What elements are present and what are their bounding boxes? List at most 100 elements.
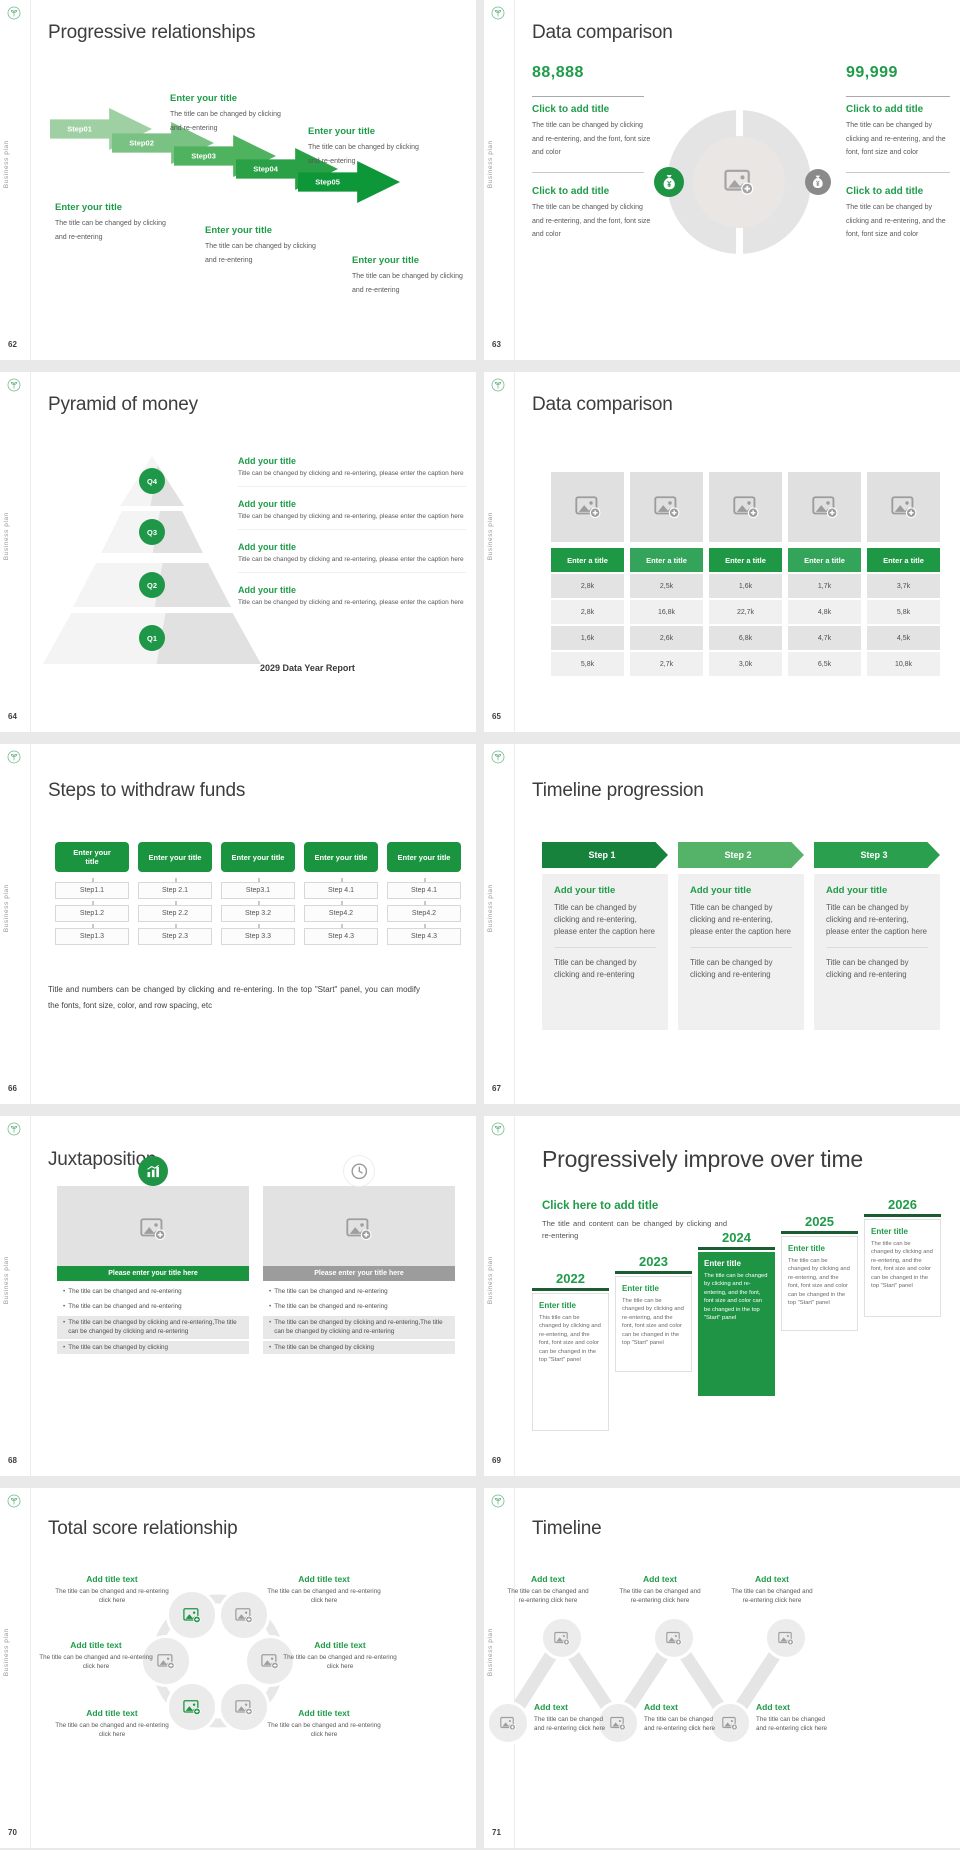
table-header-cell[interactable]: Enter a title	[709, 548, 782, 572]
slide-67[interactable]: Business plan 67 Timeline progression St…	[484, 744, 960, 1104]
placeholder-title[interactable]: Enter title	[788, 1244, 825, 1253]
image-placeholder[interactable]	[764, 1616, 808, 1660]
placeholder-title[interactable]: Add text	[644, 1702, 678, 1712]
image-placeholder[interactable]	[709, 472, 782, 542]
placeholder-title[interactable]: Click to add title	[846, 186, 924, 197]
step-cell[interactable]: Step 2.2	[138, 901, 212, 922]
step-cell[interactable]: Step3.1	[221, 878, 295, 899]
step-cell[interactable]: Step1.1	[55, 878, 129, 899]
table-cell[interactable]: 6,5k	[788, 652, 861, 676]
table-cell[interactable]: 3,0k	[709, 652, 782, 676]
placeholder-title[interactable]: Add title text	[298, 1574, 350, 1584]
placeholder-title[interactable]: Add your title	[826, 885, 888, 896]
slide-65[interactable]: Business plan 65 Data comparison Enter a…	[484, 372, 960, 732]
image-placeholder[interactable]	[540, 1616, 584, 1660]
placeholder-title[interactable]: Add your title	[554, 885, 616, 896]
placeholder-title[interactable]: Add title text	[86, 1574, 138, 1584]
slide-63[interactable]: Business plan 63 Data comparison 88,888 …	[484, 0, 960, 360]
table-cell[interactable]: 2,7k	[630, 652, 703, 676]
image-placeholder[interactable]	[788, 472, 861, 542]
placeholder-title[interactable]: Enter title	[871, 1227, 908, 1236]
step-cell[interactable]: Step1.3	[55, 924, 129, 945]
image-placeholder[interactable]	[867, 472, 940, 542]
step-cell[interactable]: Step 4.3	[387, 924, 461, 945]
image-placeholder[interactable]	[693, 136, 785, 228]
image-placeholder[interactable]	[630, 472, 703, 542]
table-header-cell[interactable]: Enter a title	[867, 548, 940, 572]
step-cell[interactable]: Step 3.3	[221, 924, 295, 945]
image-placeholder[interactable]	[166, 1589, 218, 1641]
column-header-button[interactable]: Enter your title	[304, 842, 378, 872]
column-header-button[interactable]: Enter your title	[138, 842, 212, 872]
table-cell[interactable]: 1,7k	[788, 574, 861, 598]
step-cell[interactable]: Step4.2	[304, 901, 378, 922]
image-placeholder[interactable]	[486, 1701, 530, 1745]
placeholder-title[interactable]: Add title text	[298, 1708, 350, 1718]
placeholder-title[interactable]: Add your title	[690, 885, 752, 896]
image-placeholder[interactable]	[551, 472, 624, 542]
image-placeholder[interactable]	[244, 1635, 296, 1687]
step-cell[interactable]: Step4.2	[387, 901, 461, 922]
placeholder-title[interactable]: Enter your title	[170, 93, 238, 104]
placeholder-title[interactable]: Add title text	[70, 1640, 122, 1650]
placeholder-title[interactable]: Enter title	[622, 1284, 659, 1293]
slide-68[interactable]: Business plan 68 Juxtaposition Please en…	[0, 1116, 476, 1476]
table-cell[interactable]: 16,8k	[630, 600, 703, 624]
column-header-button[interactable]: Enter your title	[387, 842, 461, 872]
table-cell[interactable]: 1,6k	[551, 626, 624, 650]
table-cell[interactable]: 2,5k	[630, 574, 703, 598]
table-header-cell[interactable]: Enter a title	[551, 548, 624, 572]
image-placeholder[interactable]	[652, 1616, 696, 1660]
table-cell[interactable]: 4,5k	[867, 626, 940, 650]
placeholder-title[interactable]: Add text	[755, 1574, 789, 1584]
table-cell[interactable]: 4,8k	[788, 600, 861, 624]
placeholder-title[interactable]: Add your title	[238, 542, 296, 552]
image-placeholder[interactable]	[708, 1701, 752, 1745]
table-cell[interactable]: 10,8k	[867, 652, 940, 676]
slide-66[interactable]: Business plan 66 Steps to withdraw funds…	[0, 744, 476, 1104]
table-cell[interactable]: 5,8k	[867, 600, 940, 624]
table-header-cell[interactable]: Enter a title	[630, 548, 703, 572]
step-cell[interactable]: Step 2.1	[138, 878, 212, 899]
table-cell[interactable]: 1,6k	[709, 574, 782, 598]
placeholder-title[interactable]: Add text	[643, 1574, 677, 1584]
placeholder-title[interactable]: Enter your title	[55, 202, 123, 213]
step-cell[interactable]: Step 4.1	[304, 878, 378, 899]
step-cell[interactable]: Step 3.2	[221, 901, 295, 922]
table-cell[interactable]: 2,8k	[551, 600, 624, 624]
placeholder-title[interactable]: Add your title	[238, 456, 296, 466]
column-header-button[interactable]: Enter your title	[221, 842, 295, 872]
placeholder-title[interactable]: Click to add title	[532, 104, 610, 115]
placeholder-title[interactable]: Enter title	[704, 1259, 741, 1268]
slide-62[interactable]: Business plan 62 Progressive relationshi…	[0, 0, 476, 360]
placeholder-title[interactable]: Add text	[531, 1574, 565, 1584]
table-cell[interactable]: 3,7k	[867, 574, 940, 598]
step-cell[interactable]: Step 4.1	[387, 878, 461, 899]
slide-64[interactable]: Business plan 64 Pyramid of money Q4 Q3 …	[0, 372, 476, 732]
step-cell[interactable]: Step 4.3	[304, 924, 378, 945]
placeholder-title[interactable]: Add title text	[86, 1708, 138, 1718]
image-placeholder[interactable]	[166, 1681, 218, 1733]
placeholder-title[interactable]: Enter your title	[352, 255, 420, 266]
placeholder-title[interactable]: Add text	[534, 1702, 568, 1712]
table-cell[interactable]: 2,6k	[630, 626, 703, 650]
placeholder-title[interactable]: Click to add title	[532, 186, 610, 197]
placeholder-title[interactable]: Add title text	[314, 1640, 366, 1650]
image-placeholder[interactable]	[263, 1186, 455, 1266]
image-placeholder[interactable]	[140, 1635, 192, 1687]
placeholder-title[interactable]: Click to add title	[846, 104, 924, 115]
placeholder-title[interactable]: Enter your title	[205, 225, 273, 236]
table-cell[interactable]: 22,7k	[709, 600, 782, 624]
slide-71[interactable]: Business plan 71 Timeline Add text The t…	[484, 1488, 960, 1848]
placeholder-title[interactable]: Add text	[756, 1702, 790, 1712]
placeholder-title[interactable]: Add your title	[238, 585, 296, 595]
slide-70[interactable]: Business plan 70 Total score relationshi…	[0, 1488, 476, 1848]
step-cell[interactable]: Step1.2	[55, 901, 129, 922]
image-placeholder[interactable]	[218, 1589, 270, 1641]
placeholder-title[interactable]: Enter title	[539, 1301, 576, 1310]
table-cell[interactable]: 5,8k	[551, 652, 624, 676]
table-cell[interactable]: 4,7k	[788, 626, 861, 650]
image-placeholder[interactable]	[218, 1681, 270, 1733]
panel-title-bar[interactable]: Please enter your title here	[263, 1266, 455, 1281]
placeholder-title[interactable]: Enter your title	[308, 126, 376, 137]
